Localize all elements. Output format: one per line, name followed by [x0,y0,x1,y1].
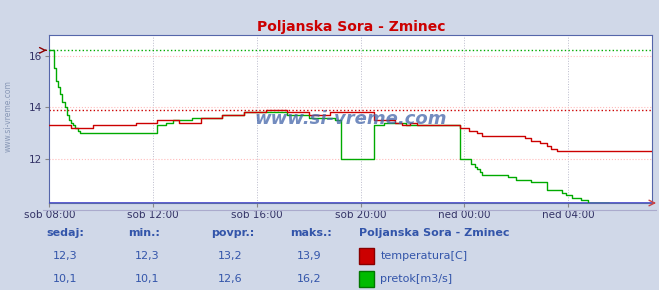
Text: 10,1: 10,1 [135,274,159,284]
Text: www.si-vreme.com: www.si-vreme.com [254,110,447,128]
Text: Poljanska Sora - Zminec: Poljanska Sora - Zminec [359,228,509,238]
Text: www.si-vreme.com: www.si-vreme.com [3,80,13,152]
Text: 12,6: 12,6 [217,274,242,284]
Text: min.:: min.: [129,228,160,238]
Text: povpr.:: povpr.: [211,228,254,238]
Text: 13,9: 13,9 [297,251,321,261]
Text: pretok[m3/s]: pretok[m3/s] [380,274,452,284]
Text: 10,1: 10,1 [53,274,77,284]
Title: Poljanska Sora - Zminec: Poljanska Sora - Zminec [256,20,445,34]
Text: 16,2: 16,2 [297,274,321,284]
Text: sedaj:: sedaj: [46,228,84,238]
Text: maks.:: maks.: [290,228,331,238]
Text: 12,3: 12,3 [135,251,159,261]
Text: 12,3: 12,3 [53,251,77,261]
Text: temperatura[C]: temperatura[C] [380,251,467,261]
Text: 13,2: 13,2 [217,251,242,261]
